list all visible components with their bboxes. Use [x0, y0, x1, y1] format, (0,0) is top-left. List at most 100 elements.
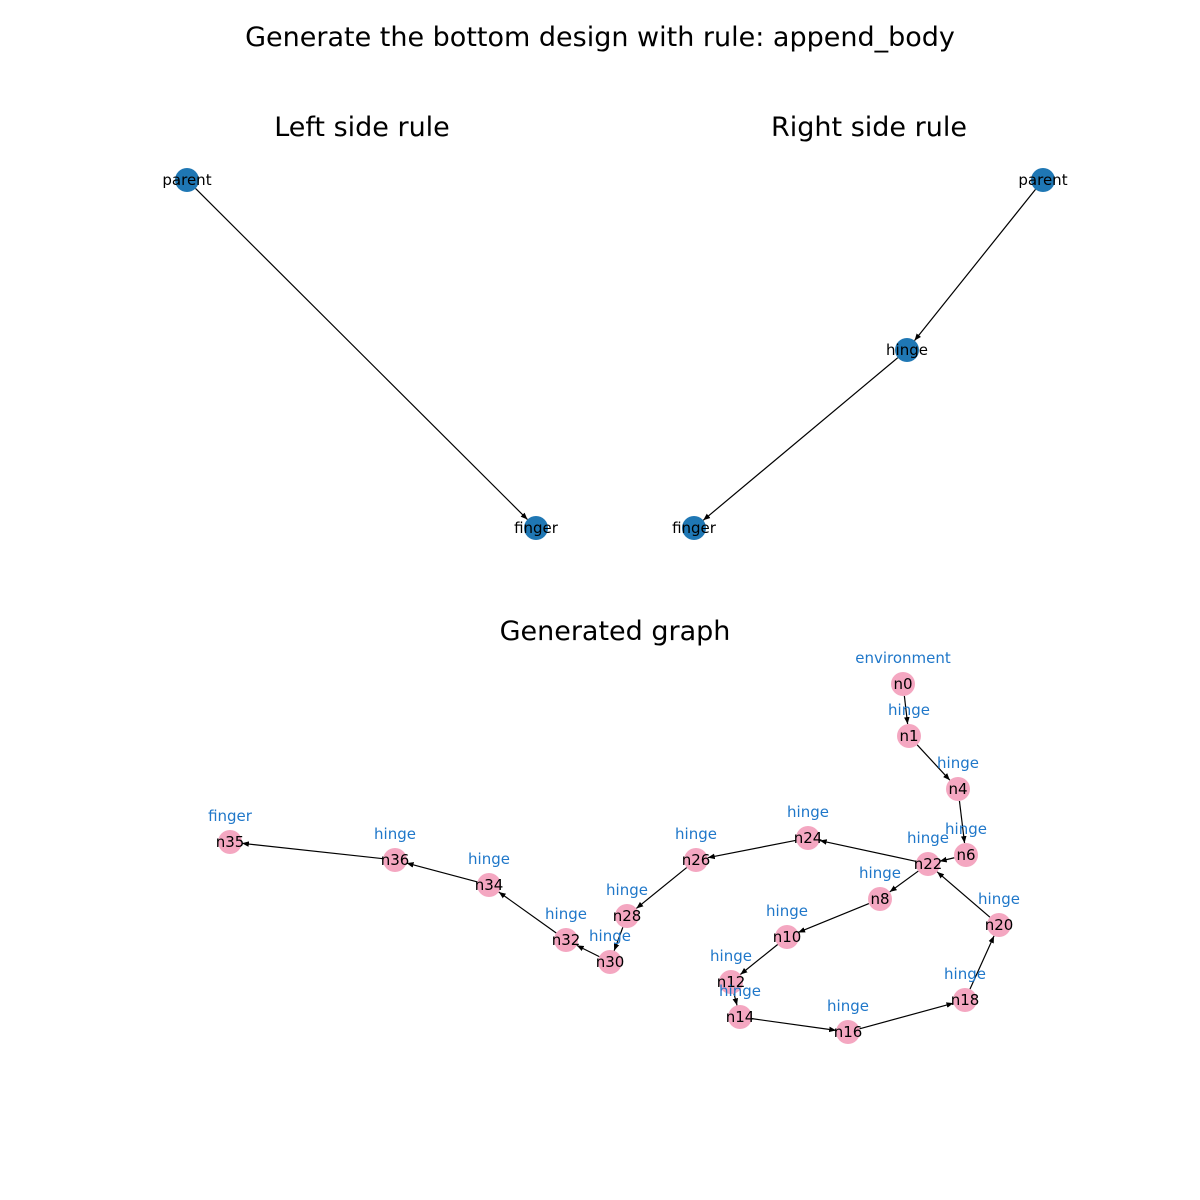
gen-edge-n12-n14 [732, 993, 738, 1006]
gen-type-label-n24: hinge [787, 803, 829, 821]
left-rule-edge-parent-finger [195, 188, 528, 520]
right-rule-edge-parent-hinge [914, 188, 1036, 342]
gen-type-label-n26: hinge [675, 825, 717, 843]
gen-edge-n8-n10 [797, 902, 870, 934]
gen-node-n1 [897, 724, 921, 748]
gen-node-n0 [891, 672, 915, 696]
gen-type-label-n36: hinge [374, 825, 416, 843]
gen-node-n16 [836, 1020, 860, 1044]
gen-node-label-n12: n12 [717, 973, 746, 991]
left-rule-title: Left side rule [274, 112, 450, 143]
gen-node-label-n14: n14 [726, 1008, 755, 1026]
gen-node-n28 [615, 904, 639, 928]
gen-edge-n6-n22 [939, 856, 955, 863]
right-rule-edge-hinge-finger [702, 357, 899, 521]
gen-node-label-n1: n1 [899, 727, 918, 745]
gen-node-n36 [383, 848, 407, 872]
gen-node-n14 [728, 1005, 752, 1029]
gen-node-n34 [477, 873, 501, 897]
left-rule-node-label-parent: parent [162, 171, 211, 189]
gen-type-label-n10: hinge [766, 902, 808, 920]
right-rule-graph: parent hinge finger [672, 168, 1068, 540]
gen-node-n18 [953, 988, 977, 1012]
gen-node-label-n24: n24 [794, 829, 823, 847]
gen-edge-n1-n4 [916, 744, 951, 781]
gen-node-label-n16: n16 [834, 1023, 863, 1041]
gen-type-label-n35: finger [208, 807, 253, 825]
gen-edge-n24-n26 [707, 839, 797, 860]
right-rule-title: Right side rule [771, 112, 967, 143]
gen-node-n26 [684, 848, 708, 872]
gen-edge-n4-n6 [958, 800, 967, 844]
gen-node-label-n8: n8 [870, 890, 889, 908]
gen-node-n35 [218, 830, 242, 854]
gen-node-label-n28: n28 [613, 907, 642, 925]
generated-graph-title: Generated graph [500, 616, 731, 647]
gen-type-label-n20: hinge [978, 890, 1020, 908]
gen-edge-n10-n12 [739, 944, 779, 975]
gen-edge-n30-n32 [576, 944, 600, 958]
gen-node-label-n36: n36 [381, 851, 410, 869]
gen-type-label-n1: hinge [888, 701, 930, 719]
right-rule-node-hinge [895, 338, 919, 362]
gen-edge-n18-n20 [969, 935, 995, 990]
gen-type-label-n32: hinge [545, 905, 587, 923]
gen-type-label-n30: hinge [589, 927, 631, 945]
gen-node-label-n32: n32 [552, 931, 581, 949]
gen-node-label-n26: n26 [682, 851, 711, 869]
gen-node-n6 [954, 843, 978, 867]
gen-node-label-n18: n18 [951, 991, 980, 1009]
gen-edge-n34-n36 [406, 862, 478, 883]
gen-node-label-n30: n30 [596, 953, 625, 971]
left-rule-node-label-finger: finger [514, 519, 559, 537]
gen-edge-n20-n22 [936, 871, 991, 918]
gen-edge-n22-n24 [819, 839, 917, 863]
gen-node-label-n6: n6 [956, 846, 975, 864]
gen-node-n22 [916, 852, 940, 876]
gen-type-label-n18: hinge [944, 965, 986, 983]
right-rule-node-label-parent: parent [1018, 171, 1067, 189]
left-rule-node-finger [524, 516, 548, 540]
gen-node-n24 [796, 826, 820, 850]
right-rule-node-label-finger: finger [672, 519, 717, 537]
gen-edge-n28-n30 [613, 927, 624, 951]
gen-type-label-n8: hinge [859, 864, 901, 882]
gen-edge-n32-n34 [498, 891, 557, 934]
gen-type-label-n16: hinge [827, 997, 869, 1015]
gen-edge-n26-n28 [635, 867, 688, 909]
gen-node-label-n35: n35 [216, 833, 245, 851]
gen-node-n30 [598, 950, 622, 974]
gen-type-label-n22: hinge [907, 829, 949, 847]
right-rule-node-label-hinge: hinge [886, 341, 928, 359]
gen-type-label-n0: environment [855, 649, 951, 667]
figure-title: Generate the bottom design with rule: ap… [245, 22, 955, 53]
right-rule-node-finger [682, 516, 706, 540]
gen-node-n10 [775, 925, 799, 949]
left-rule-node-parent [175, 168, 199, 192]
gen-type-label-n6: hinge [945, 820, 987, 838]
gen-type-label-n14: hinge [719, 982, 761, 1000]
gen-type-label-n4: hinge [937, 754, 979, 772]
gen-type-label-n12: hinge [710, 947, 752, 965]
gen-node-label-n34: n34 [475, 876, 504, 894]
right-rule-node-parent [1031, 168, 1055, 192]
gen-node-n4 [946, 777, 970, 801]
gen-node-n8 [868, 887, 892, 911]
left-rule-graph: parent finger [162, 168, 559, 540]
gen-node-label-n22: n22 [914, 855, 943, 873]
gen-type-label-n28: hinge [606, 881, 648, 899]
gen-type-label-n34: hinge [468, 850, 510, 868]
gen-edge-n36-n35 [241, 841, 384, 860]
generated-graph: n0environmentn1hingen4hingen6hingen22hin… [208, 649, 1020, 1044]
gen-edge-n16-n18 [859, 1002, 954, 1030]
gen-node-n12 [719, 970, 743, 994]
gen-node-label-n4: n4 [948, 780, 967, 798]
gen-edge-n14-n16 [751, 1018, 837, 1033]
gen-node-n20 [987, 913, 1011, 937]
gen-node-label-n20: n20 [985, 916, 1014, 934]
gen-node-label-n10: n10 [773, 928, 802, 946]
gen-edge-n22-n8 [889, 870, 919, 893]
gen-node-label-n0: n0 [893, 675, 912, 693]
gen-node-n32 [554, 928, 578, 952]
